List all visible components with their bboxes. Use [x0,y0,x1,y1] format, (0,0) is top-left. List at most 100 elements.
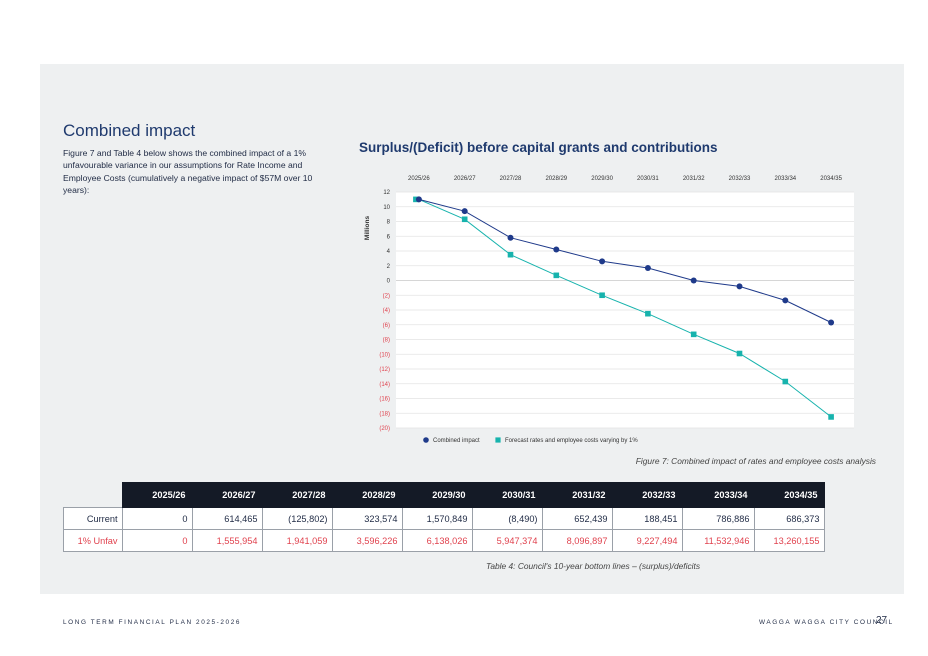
y-axis-label: Millions [364,216,371,241]
series-line [418,198,832,323]
y-tick-label: (10) [379,352,390,358]
data-point [690,277,697,284]
table-header-row: 2025/26 2026/27 2027/28 2028/29 2029/30 2030/… [64,482,825,508]
table-cell: 0 [121,529,193,552]
y-tick-label: 10 [383,205,390,211]
bottom-lines-table: 2025/26 2026/27 2027/28 2028/29 2029/30 2030/… [63,482,825,552]
data-point [507,234,514,241]
column-header: 2032/33 [611,482,683,508]
legend-marker [495,437,501,443]
y-tick-label: 8 [387,220,391,226]
table-cell: 1,570,849 [401,507,473,530]
x-tick-label: 2030/31 [637,176,659,182]
table-cell: 5,947,374 [471,529,543,552]
y-tick-label: (6) [383,323,390,329]
data-point [507,251,514,258]
column-header: 2028/29 [331,482,403,508]
table-cell: 686,373 [753,507,825,530]
y-tick-label: (16) [379,397,390,403]
y-axis-ticks: 12 10 8 6 4 2 0 (2) (4) (6) (8) (10) (12) (14) (16) (18… [379,190,390,432]
data-point [644,264,651,271]
table-cell: 786,886 [681,507,755,530]
figure-caption: Figure 7: Combined impact of rates and e… [635,456,876,466]
table-cell: 3,596,226 [331,529,403,552]
data-point [828,414,834,420]
column-header: 2026/27 [191,482,263,508]
data-point [736,283,743,290]
series-combined-impact [415,196,835,326]
y-tick-label: (18) [379,411,390,417]
x-tick-label: 2032/33 [729,176,751,182]
row-label: 1% Unfav [63,529,123,552]
table-corner [64,483,123,508]
row-label: Current [63,507,123,530]
y-tick-label: (4) [383,308,390,314]
table-row: Current 0 614,465 (125,802) 323,574 1,570,849… [63,507,825,530]
column-header: 2030/31 [471,482,543,508]
table-cell: 0 [121,507,193,530]
table-cell: 1,555,954 [191,529,263,552]
x-axis-ticks: 2025/26 2026/27 2027/28 2028/29 2029/30 2030/… [408,176,843,182]
x-tick-label: 2031/32 [683,176,705,182]
x-tick-label: 2034/35 [820,176,842,182]
legend-marker [423,437,429,443]
x-tick-label: 2026/27 [454,176,476,182]
data-point [736,350,743,357]
table-cell: (8,490) [471,507,543,530]
y-tick-label: 0 [387,279,391,285]
legend: Combined impact Forecast rates and employ… [423,437,638,444]
x-tick-label: 2025/26 [408,176,430,182]
table-cell: (125,802) [261,507,333,530]
gridlines [396,191,854,429]
column-header: 2029/30 [401,482,473,508]
y-tick-label: (8) [383,338,390,344]
y-tick-label: (14) [379,382,390,388]
table-caption: Table 4: Council's 10-year bottom lines … [486,561,701,571]
data-point [782,297,789,304]
x-tick-label: 2029/30 [591,176,613,182]
column-header: 2033/34 [681,482,755,508]
data-point [415,196,422,203]
column-header: 2025/26 [121,482,193,508]
data-point [599,258,606,265]
legend-label: Combined impact [433,438,480,444]
column-header: 2031/32 [541,482,613,508]
series-line [418,198,832,418]
y-tick-label: (2) [383,293,390,299]
y-tick-label: (12) [379,367,390,373]
data-point [645,310,651,317]
table-cell: 9,227,494 [611,529,683,552]
y-tick-label: 6 [387,234,391,240]
footer-document-title: LONG TERM FINANCIAL PLAN 2025-2026 [63,619,241,626]
page-number: 27 [876,615,888,626]
table-cell: 11,532,946 [681,529,755,552]
table-cell: 8,096,897 [541,529,613,552]
data-point [553,272,560,279]
footer-council-name: WAGGA WAGGA CITY COUNCIL [759,619,894,626]
series-layer [413,196,835,420]
data-point [599,292,605,299]
data-point [553,246,560,253]
column-header: 2027/28 [261,482,333,508]
data-point [461,216,468,223]
x-tick-label: 2028/29 [545,176,567,182]
y-tick-label: (20) [379,426,390,432]
data-point [828,319,835,326]
y-tick-label: 12 [383,190,390,196]
x-tick-label: 2027/28 [500,176,522,182]
chart-title: Surplus/(Deficit) before capital grants … [359,140,718,155]
section-title: Combined impact [63,121,196,140]
x-tick-label: 2033/34 [774,176,796,182]
table-cell: 1,941,059 [261,529,333,552]
y-tick-label: 2 [387,264,391,270]
data-point [461,208,468,215]
table-cell: 13,260,155 [753,529,825,552]
intro-paragraph: Figure 7 and Table 4 below shows the com… [63,148,313,195]
data-point [782,378,789,385]
legend-label: Forecast rates and employee costs varyin… [505,438,638,444]
table-row: 1% Unfav 0 1,555,954 1,941,059 3,596,226 6,13… [63,529,825,552]
table-cell: 652,439 [541,507,613,530]
table-cell: 614,465 [191,507,263,530]
table-cell: 6,138,026 [401,529,473,552]
column-header: 2034/35 [753,482,825,508]
